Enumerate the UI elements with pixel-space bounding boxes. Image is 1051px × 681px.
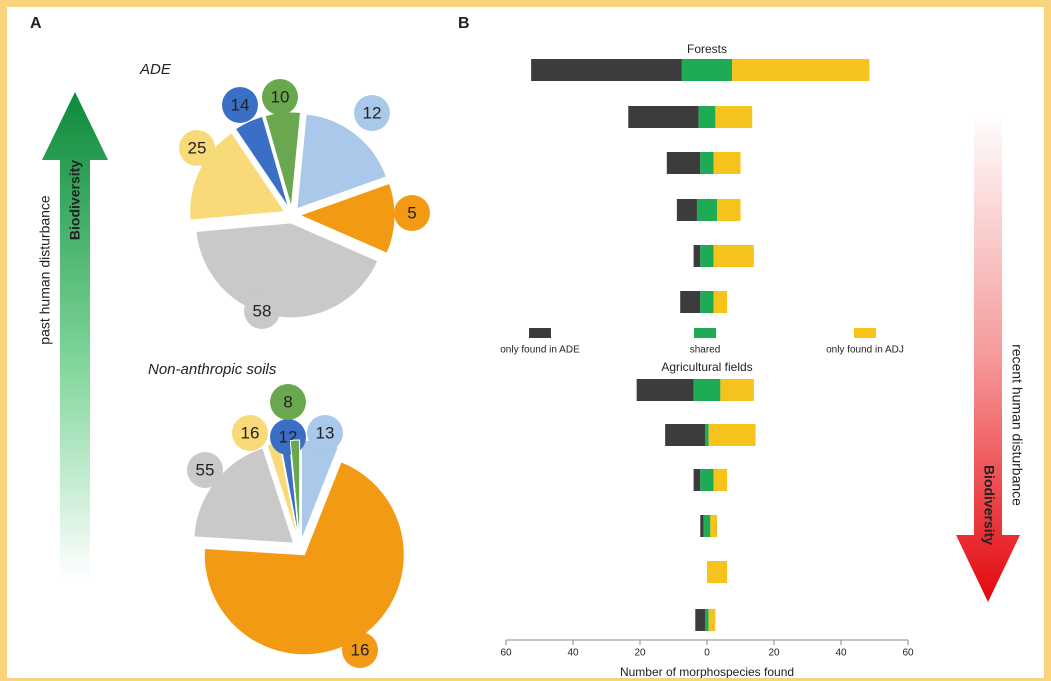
pie-slice	[234, 115, 290, 209]
label-bubble	[222, 87, 258, 123]
arrow-down	[956, 112, 1020, 602]
bar-segment	[676, 199, 697, 221]
label-bubble	[232, 415, 268, 451]
facet-title: Forests	[687, 42, 727, 56]
bar-segment	[700, 515, 704, 537]
pie-title: Non-anthropic soils	[148, 361, 277, 378]
panel-letter: A	[30, 15, 42, 32]
bar-segment	[720, 379, 754, 401]
bar-segment	[700, 245, 714, 267]
arrow-label: past human disturbance	[37, 195, 53, 345]
bar-segment	[708, 609, 716, 631]
pie-label: 5	[407, 203, 416, 222]
x-tick-label: 40	[567, 648, 579, 659]
pie-label: 14	[231, 95, 250, 114]
arrow-label: Biodiversity	[67, 160, 83, 240]
bar-segment	[710, 515, 718, 537]
legend-swatch	[854, 328, 876, 338]
label-bubble	[187, 452, 223, 488]
bar-segment	[636, 379, 694, 401]
x-tick-label: 40	[835, 648, 847, 659]
pie-label: 55	[196, 460, 215, 479]
x-tick-label: 60	[500, 648, 512, 659]
bar-segment	[715, 106, 753, 128]
x-axis-label: Number of morphospecies found	[620, 665, 794, 679]
bar-segment	[531, 59, 682, 81]
pie-label: 16	[351, 640, 370, 659]
legend-swatch	[529, 328, 551, 338]
legend-swatch	[694, 328, 716, 338]
bar-segment	[700, 291, 714, 313]
label-bubble	[262, 79, 298, 115]
pie-label: 8	[283, 392, 292, 411]
bar-segment	[713, 469, 728, 491]
pie-slice	[298, 182, 396, 254]
x-tick-label: 20	[768, 648, 780, 659]
label-bubble	[307, 415, 343, 451]
label-bubble	[342, 632, 378, 668]
bar-segment	[693, 469, 701, 491]
bar-segment	[717, 199, 741, 221]
bar-segment	[713, 291, 728, 313]
bar-segment	[628, 106, 699, 128]
bar-segment	[666, 152, 701, 174]
pie-title: ADE	[139, 61, 172, 78]
label-bubble	[354, 95, 390, 131]
bar-segment	[700, 152, 714, 174]
legend-label: only found in ADJ	[826, 345, 904, 356]
label-bubble	[179, 130, 215, 166]
bar-segment	[703, 515, 711, 537]
bar-segment	[693, 379, 721, 401]
bar-segment	[693, 245, 701, 267]
bar-segment	[707, 561, 728, 583]
label-bubble	[394, 195, 430, 231]
bar-segment	[665, 424, 706, 446]
bar-segment	[713, 245, 754, 267]
bar-segment	[705, 424, 709, 446]
pie-label: 10	[271, 87, 290, 106]
pie-label: 13	[316, 423, 335, 442]
pie-label: 12	[363, 103, 382, 122]
bar-segment	[680, 291, 701, 313]
label-bubble	[270, 384, 306, 420]
pie-slice	[289, 439, 301, 541]
bar-segment	[705, 609, 709, 631]
facet-title: Agricultural fields	[661, 360, 752, 374]
bar-segment	[695, 609, 706, 631]
bar-segment	[700, 469, 714, 491]
pie-label: 25	[188, 138, 207, 157]
pie-slice	[296, 113, 388, 210]
x-tick-label: 60	[902, 648, 914, 659]
arrow-label: Biodiversity	[981, 465, 997, 545]
bar-segment	[698, 106, 716, 128]
pie-label: 16	[241, 423, 260, 442]
pie-label: 58	[253, 301, 272, 320]
bar-segment	[681, 59, 733, 81]
legend-label: only found in ADE	[500, 345, 580, 356]
panel-letter: B	[458, 15, 470, 32]
arrow-up	[42, 92, 108, 580]
bar-segment	[713, 152, 741, 174]
x-tick-label: 20	[634, 648, 646, 659]
x-tick-label: 0	[704, 648, 710, 659]
bar-segment	[732, 59, 870, 81]
bar-segment	[696, 199, 718, 221]
arrow-label: recent human disturbance	[1009, 344, 1025, 506]
label-bubble	[244, 293, 280, 329]
bar-segment	[708, 424, 756, 446]
legend-label: shared	[690, 345, 721, 356]
